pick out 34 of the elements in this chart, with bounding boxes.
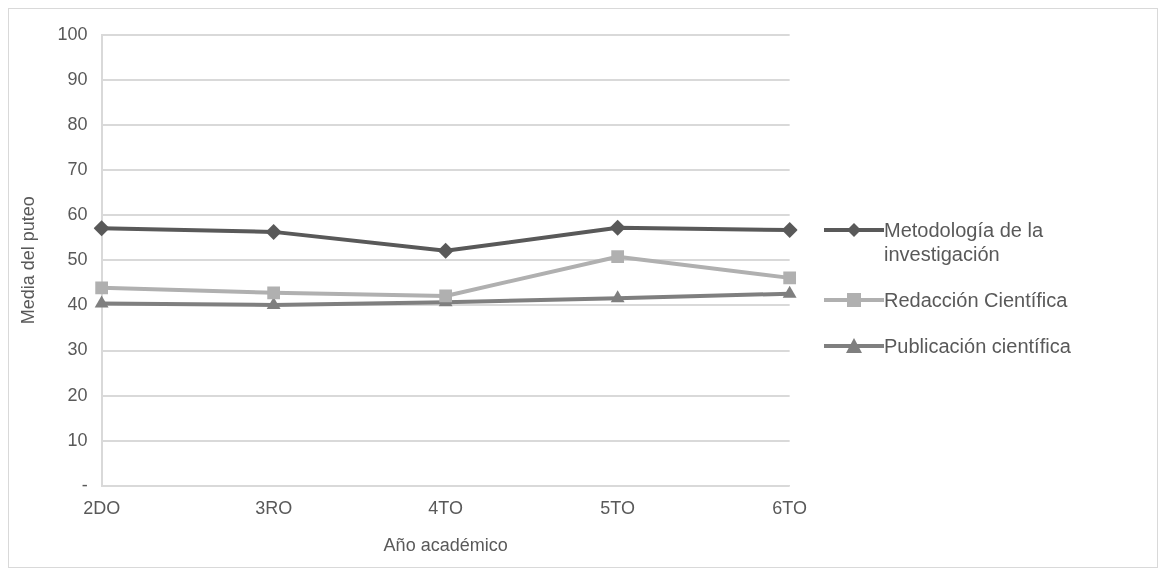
point xyxy=(437,242,454,259)
point xyxy=(782,285,797,298)
x-tick-label: 5TO xyxy=(600,497,635,518)
y-tick-label: - xyxy=(81,474,88,495)
legend-label: Publicación científica xyxy=(884,334,1071,358)
x-tick-label: 2DO xyxy=(83,497,121,518)
y-tick-label: 10 xyxy=(67,429,88,450)
point xyxy=(95,281,108,295)
point xyxy=(781,222,798,239)
x-tick-label: 6TO xyxy=(772,497,807,518)
y-tick-label: 70 xyxy=(67,159,88,180)
point xyxy=(94,295,109,308)
point xyxy=(439,289,453,303)
y-tick-label: 20 xyxy=(67,384,88,405)
y-tick-label: 50 xyxy=(67,249,88,270)
y-tick-label: 30 xyxy=(67,339,88,360)
point xyxy=(610,290,625,303)
y-axis-title: Media del puteo xyxy=(17,196,38,325)
y-tick-label: 40 xyxy=(67,294,88,315)
point xyxy=(265,223,282,240)
y-tick-label: 60 xyxy=(67,204,88,225)
point xyxy=(609,219,626,236)
y-tick-label: 80 xyxy=(67,113,88,134)
point xyxy=(783,271,797,285)
y-tick-label: 90 xyxy=(67,68,88,89)
point xyxy=(267,286,280,300)
x-tick-label: 4TO xyxy=(428,497,463,518)
y-tick-label: 100 xyxy=(57,23,88,44)
x-tick-label: 3RO xyxy=(255,497,293,518)
x-axis-title: Año académico xyxy=(383,535,508,556)
legend-label: Metodología de la investigación xyxy=(884,218,1044,266)
point xyxy=(611,250,625,264)
legend-label: Redacción Científica xyxy=(884,288,1068,312)
point xyxy=(93,220,110,237)
